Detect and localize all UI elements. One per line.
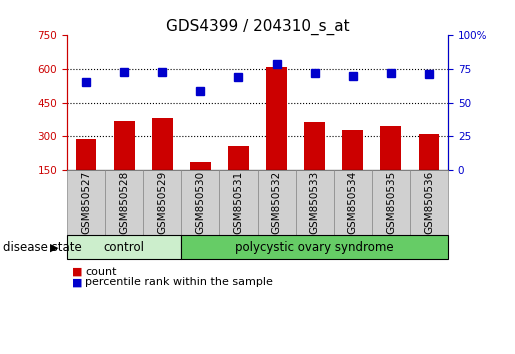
Text: count: count — [85, 267, 116, 277]
Bar — [114, 121, 134, 170]
Text: GSM850532: GSM850532 — [271, 171, 282, 234]
Text: GSM850534: GSM850534 — [348, 171, 358, 234]
Bar — [304, 122, 325, 170]
Text: polycystic ovary syndrome: polycystic ovary syndrome — [235, 241, 394, 254]
Text: ■: ■ — [72, 267, 82, 277]
Text: GSM850536: GSM850536 — [424, 171, 434, 234]
Text: GSM850533: GSM850533 — [310, 171, 320, 234]
Text: ■: ■ — [72, 278, 82, 287]
Text: percentile rank within the sample: percentile rank within the sample — [85, 278, 273, 287]
Bar — [419, 134, 439, 170]
Bar — [342, 130, 363, 170]
Text: disease state: disease state — [3, 241, 81, 254]
Text: GSM850528: GSM850528 — [119, 171, 129, 234]
Text: control: control — [104, 241, 145, 254]
Title: GDS4399 / 204310_s_at: GDS4399 / 204310_s_at — [166, 19, 349, 35]
Bar — [190, 162, 211, 170]
Bar — [228, 147, 249, 170]
Text: GSM850530: GSM850530 — [195, 171, 205, 234]
Text: GSM850531: GSM850531 — [233, 171, 244, 234]
Text: ▶: ▶ — [50, 242, 58, 252]
Bar — [266, 67, 287, 170]
Bar — [76, 138, 96, 170]
Text: GSM850535: GSM850535 — [386, 171, 396, 234]
Text: GSM850527: GSM850527 — [81, 171, 91, 234]
Bar — [152, 118, 173, 170]
Text: GSM850529: GSM850529 — [157, 171, 167, 234]
Bar — [381, 126, 401, 170]
